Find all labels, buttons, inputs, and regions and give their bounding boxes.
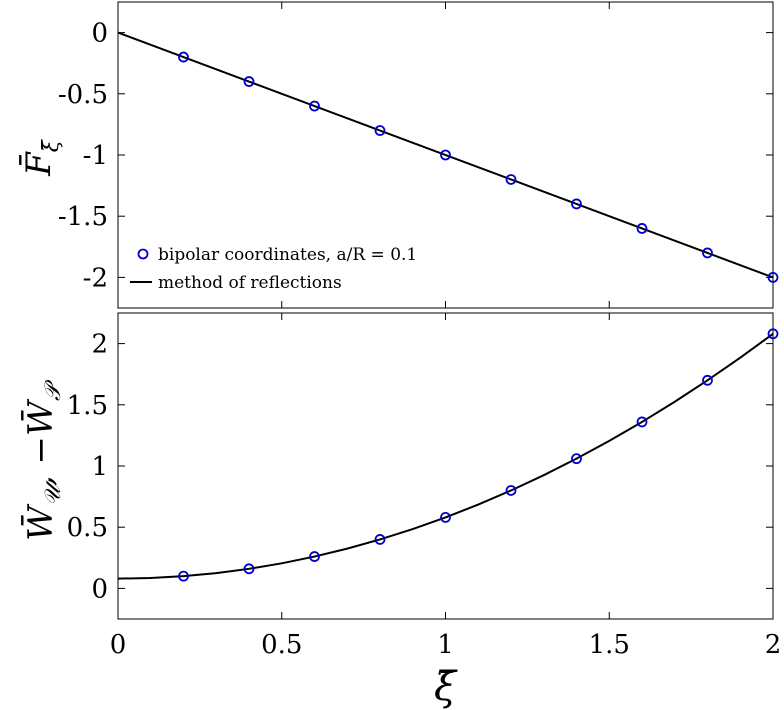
data-point-bipolar [636,223,648,234]
legend-entry-reflections: method of reflections [158,273,342,293]
data-point-bipolar [702,374,713,386]
y-tick-label: -2 [83,263,108,293]
y-tick-label: -1.5 [58,202,108,232]
series-line-method-of-reflections [117,31,774,279]
x-tick-label: 0.5 [261,630,302,660]
data-point-bipolar [243,563,255,575]
data-point-bipolar [309,551,320,562]
y-tick-label: -0.5 [58,80,108,110]
data-point-bipolar [571,453,582,465]
series-line-method-of-reflections [117,333,774,580]
x-axis-label: ξ̄ [434,664,458,710]
bottom-panel: 0 0.5 1 1.5 2 0 0.5 1 1.5 2 [67,312,782,660]
data-point-bipolar [702,247,713,259]
data-point-bipolar [440,149,451,161]
top-ylabel: F̄ξ̄ [18,138,64,177]
bottom-ylabel: W̄𝒰, −W̄𝒫 [20,379,66,541]
top-panel: 0 -0.5 -1 -1.5 -2 bipolar coordinates, a/R = … [58,1,779,309]
x-tick-label: 0 [110,630,127,660]
data-point-bipolar [636,416,648,428]
svg-text:W̄𝒰, −W̄𝒫: W̄𝒰, −W̄𝒫 [20,379,66,541]
data-point-bipolar [178,51,189,63]
data-point-bipolar [505,485,517,496]
legend-marker-bipolar [137,248,149,260]
data-point-bipolar [767,328,779,340]
data-point-bipolar [767,271,779,283]
data-point-bipolar [440,512,451,523]
y-tick-label: 0.5 [67,513,108,543]
data-point-bipolar [178,570,189,582]
y-tick-label: -1 [83,141,108,171]
x-tick-label: 1.5 [589,630,630,660]
data-point-bipolar [309,100,320,112]
data-point-bipolar [374,125,386,136]
legend-entry-bipolar: bipolar coordinates, a/R = 0.1 [158,245,417,265]
y-tick-label: 1 [91,452,108,482]
data-point-bipolar [243,76,255,87]
svg-text:F̄ξ̄: F̄ξ̄ [18,138,64,177]
x-tick-label: 2 [765,630,782,660]
y-tick-label: 0 [91,574,108,604]
y-tick-label: 0 [91,19,108,49]
data-point-bipolar [374,534,386,545]
data-point-bipolar [505,174,517,185]
x-tick-label: 1 [437,630,454,660]
y-tick-label: 2 [91,330,108,360]
data-point-bipolar [571,198,582,210]
legend: bipolar coordinates, a/R = 0.1 method of … [130,245,417,293]
y-tick-label: 1.5 [67,391,108,421]
